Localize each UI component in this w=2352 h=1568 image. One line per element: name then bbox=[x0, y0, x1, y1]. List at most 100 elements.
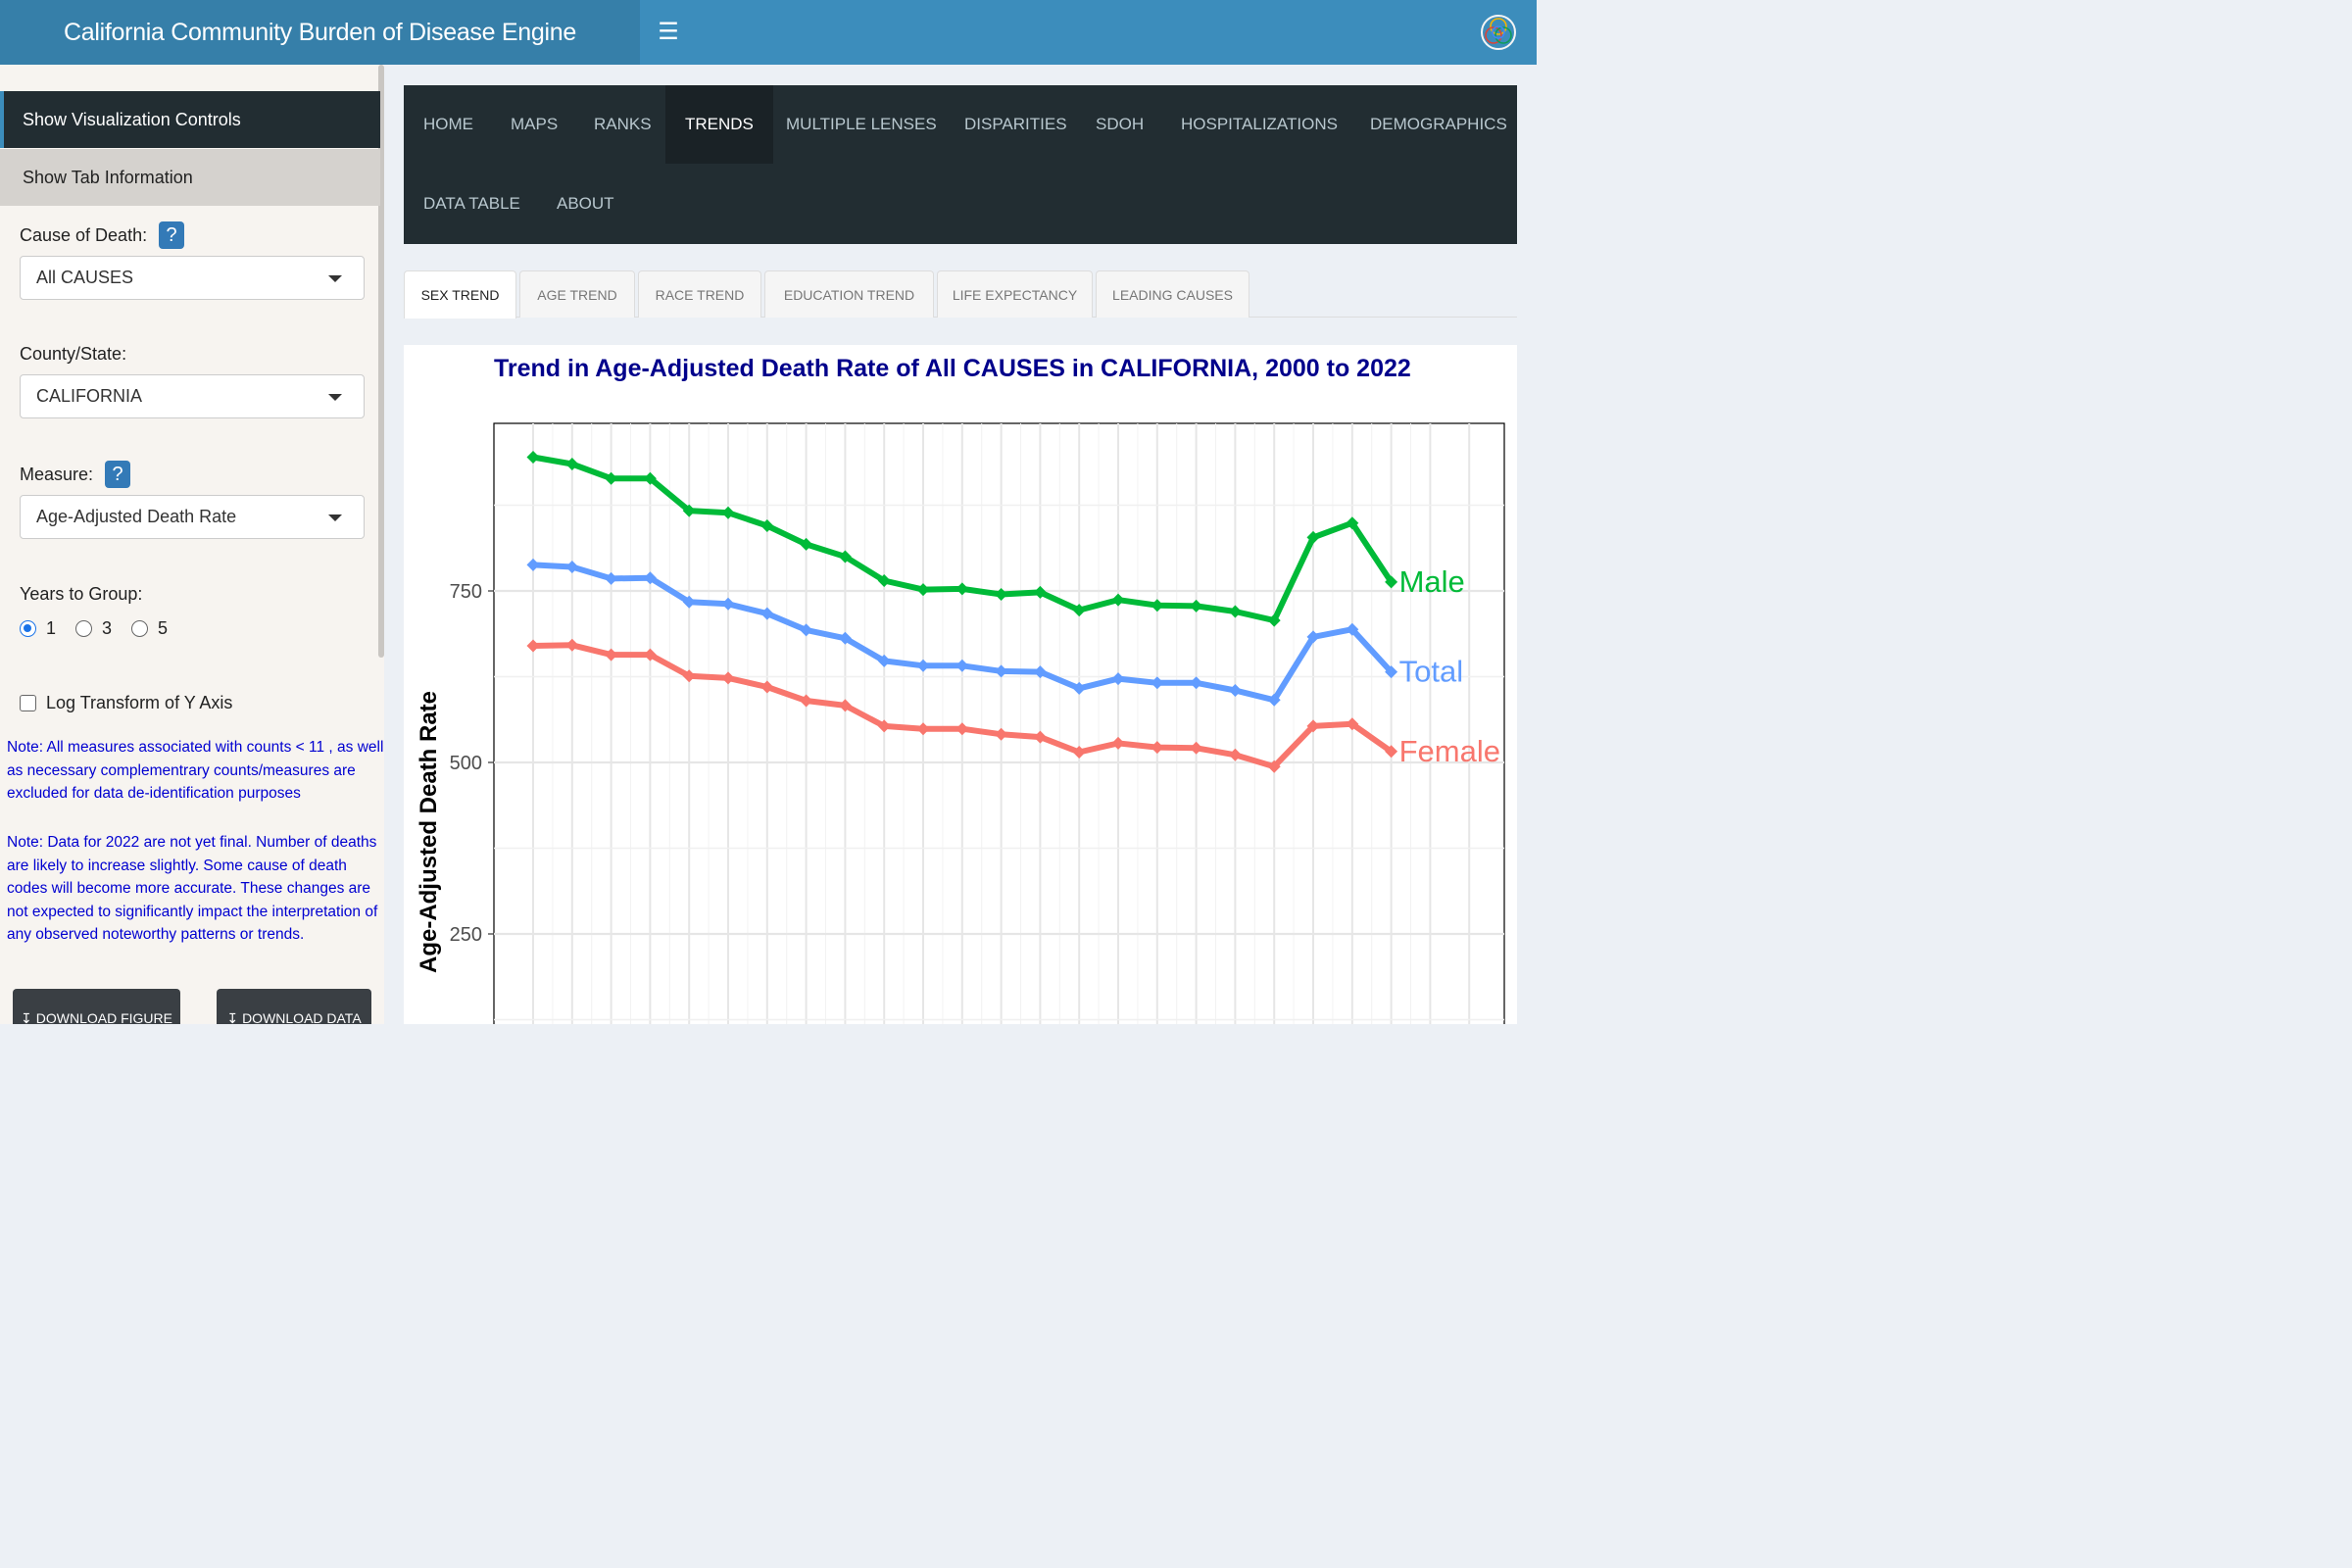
tab-sex-trend[interactable]: SEX TREND bbox=[404, 270, 516, 318]
data-point-total bbox=[565, 561, 579, 573]
cause-of-death-value: All CAUSES bbox=[36, 268, 134, 287]
nav-multiple-lenses[interactable]: MULTIPLE LENSES bbox=[786, 115, 937, 133]
radio-label: 1 bbox=[46, 618, 57, 638]
tab-education-trend[interactable]: EDUCATION TREND bbox=[764, 270, 934, 318]
data-point-male bbox=[1111, 593, 1125, 607]
main-navbar: HOME MAPS RANKS TRENDS MULTIPLE LENSES D… bbox=[404, 85, 1517, 244]
nav-demographics[interactable]: DEMOGRAPHICS bbox=[1370, 115, 1507, 133]
data-point-total bbox=[877, 654, 891, 667]
nav-data-table[interactable]: DATA TABLE bbox=[423, 194, 520, 213]
data-point-total bbox=[605, 571, 618, 585]
y-tick-label: 750 bbox=[450, 581, 482, 603]
radio-label: 3 bbox=[102, 618, 113, 638]
radio-button[interactable] bbox=[20, 620, 36, 637]
tab-race-trend[interactable]: RACE TREND bbox=[638, 270, 761, 318]
data-point-total bbox=[682, 595, 696, 609]
data-point-male bbox=[643, 471, 657, 485]
data-point-male bbox=[916, 583, 930, 597]
years-option-1[interactable]: 1 bbox=[20, 618, 56, 639]
tab-leading-causes[interactable]: LEADING CAUSES bbox=[1096, 270, 1250, 318]
ccb-logo-icon bbox=[1481, 15, 1516, 50]
years-option-5[interactable]: 5 bbox=[131, 618, 168, 639]
data-point-female bbox=[956, 722, 969, 736]
data-point-male bbox=[800, 537, 813, 551]
measure-label-text: Measure: bbox=[20, 464, 94, 484]
tab-life-expectancy[interactable]: LIFE EXPECTANCY bbox=[937, 270, 1093, 318]
series-layer: Male Total Female bbox=[526, 451, 1500, 773]
data-point-male bbox=[682, 504, 696, 517]
data-point-total bbox=[760, 607, 774, 620]
nav-trends[interactable]: TRENDS bbox=[665, 85, 773, 164]
nav-home[interactable]: HOME bbox=[423, 115, 473, 133]
download-figure-button[interactable]: ↧ DOWNLOAD FIGURE bbox=[13, 989, 180, 1024]
data-point-total bbox=[721, 597, 735, 611]
data-point-total bbox=[1228, 684, 1242, 697]
data-point-female bbox=[760, 680, 774, 694]
download-icon: ↧ bbox=[226, 1010, 239, 1024]
data-point-total bbox=[1190, 676, 1203, 690]
data-point-female bbox=[1346, 717, 1359, 731]
data-point-female bbox=[526, 639, 540, 653]
app-title[interactable]: California Community Burden of Disease E… bbox=[0, 0, 640, 65]
county-state-select[interactable]: CALIFORNIA bbox=[20, 374, 365, 418]
chevron-down-icon bbox=[328, 514, 342, 521]
radio-button[interactable] bbox=[131, 620, 149, 637]
download-icon: ↧ bbox=[21, 1010, 32, 1024]
cause-help-icon[interactable]: ? bbox=[159, 221, 185, 249]
data-point-total bbox=[1033, 665, 1047, 679]
nav-hospitalizations[interactable]: HOSPITALIZATIONS bbox=[1181, 115, 1338, 133]
log-transform-checkbox[interactable] bbox=[20, 695, 36, 711]
data-point-total bbox=[526, 558, 540, 571]
data-point-female bbox=[1151, 741, 1164, 755]
nav-about[interactable]: ABOUT bbox=[557, 194, 614, 213]
sidebar-scrollbar[interactable] bbox=[378, 65, 384, 658]
y-tick-label: 500 bbox=[450, 753, 482, 774]
data-point-female bbox=[1190, 741, 1203, 755]
data-point-total bbox=[1151, 676, 1164, 690]
data-point-female bbox=[1385, 745, 1398, 759]
measure-select[interactable]: Age-Adjusted Death Rate bbox=[20, 495, 365, 539]
data-point-male bbox=[956, 582, 969, 596]
data-point-total bbox=[1306, 630, 1320, 644]
series-label-female: Female bbox=[1399, 734, 1500, 768]
chart-title: Trend in Age-Adjusted Death Rate of All … bbox=[494, 355, 1411, 382]
cause-of-death-select[interactable]: All CAUSES bbox=[20, 256, 365, 300]
data-point-female bbox=[1072, 746, 1086, 759]
chevron-down-icon bbox=[328, 394, 342, 401]
data-point-male bbox=[1267, 613, 1281, 627]
download-data-button[interactable]: ↧ DOWNLOAD DATA bbox=[217, 989, 371, 1024]
data-point-male bbox=[838, 550, 852, 564]
trend-line-chart: 250 500 750 Male Total Female Age-Adjusted D… bbox=[416, 422, 1505, 1024]
series-label-total: Total bbox=[1399, 655, 1463, 689]
data-point-female bbox=[995, 727, 1008, 741]
data-point-male bbox=[877, 574, 891, 587]
trend-subtabs: SEX TREND AGE TREND RACE TREND EDUCATION… bbox=[404, 270, 1517, 318]
data-point-male bbox=[1190, 599, 1203, 612]
download-data-label: DOWNLOAD DATA bbox=[242, 1010, 362, 1024]
county-state-value: CALIFORNIA bbox=[36, 386, 143, 406]
note-2022-data: Note: Data for 2022 are not yet final. N… bbox=[7, 834, 378, 943]
nav-disparities[interactable]: DISPARITIES bbox=[964, 115, 1067, 133]
log-transform-option[interactable]: Log Transform of Y Axis bbox=[20, 693, 232, 713]
nav-sdoh[interactable]: SDOH bbox=[1096, 115, 1145, 133]
data-point-male bbox=[1346, 516, 1359, 530]
note-deidentification: Note: All measures associated with count… bbox=[7, 739, 384, 802]
data-point-female bbox=[1033, 730, 1047, 744]
nav-ranks[interactable]: RANKS bbox=[594, 115, 652, 133]
data-point-female bbox=[682, 669, 696, 683]
hamburger-icon[interactable]: ☰ bbox=[658, 19, 679, 45]
show-visualization-controls-button[interactable]: Show Visualization Controls bbox=[0, 91, 380, 148]
data-point-male bbox=[1385, 575, 1398, 589]
nav-maps[interactable]: MAPS bbox=[511, 115, 559, 133]
axis-layer: 250 500 750 bbox=[450, 581, 494, 946]
tab-age-trend[interactable]: AGE TREND bbox=[519, 270, 635, 318]
data-point-female bbox=[800, 694, 813, 708]
data-point-total bbox=[1111, 672, 1125, 686]
y-tick-label: 250 bbox=[450, 924, 482, 946]
measure-help-icon[interactable]: ? bbox=[105, 461, 131, 488]
show-tab-information-button[interactable]: Show Tab Information bbox=[0, 149, 380, 206]
years-option-3[interactable]: 3 bbox=[75, 618, 112, 639]
data-point-total bbox=[1385, 665, 1398, 679]
radio-button[interactable] bbox=[75, 620, 93, 637]
radio-label: 5 bbox=[158, 618, 169, 638]
